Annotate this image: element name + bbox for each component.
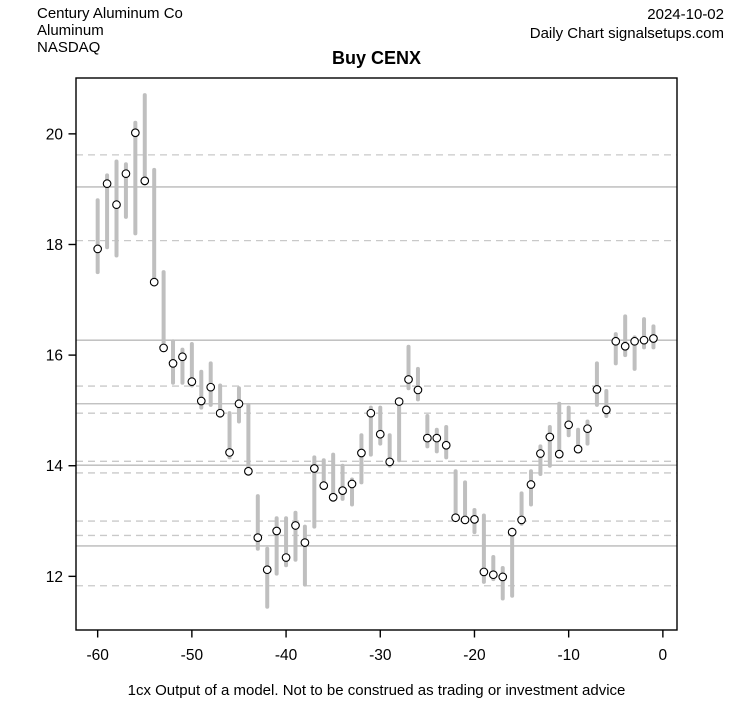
close-marker <box>347 479 357 489</box>
close-marker <box>149 277 159 287</box>
close-marker <box>253 533 263 542</box>
close-marker <box>159 343 168 353</box>
close-marker <box>460 515 470 525</box>
close-marker <box>187 377 197 387</box>
close-marker <box>168 359 178 368</box>
x-tick-label: -10 <box>557 647 580 664</box>
header-right: 2024-10-02 Daily Chart signalsetups.com <box>530 5 724 43</box>
close-marker <box>206 382 216 392</box>
close-marker <box>338 486 347 495</box>
y-tick-label: 20 <box>46 126 64 143</box>
close-marker <box>112 200 121 210</box>
plot-border <box>75 77 678 631</box>
close-marker <box>611 336 621 346</box>
close-marker <box>272 526 281 536</box>
chart-date: 2024-10-02 <box>647 6 724 23</box>
close-marker <box>498 572 508 582</box>
close-marker <box>517 515 526 525</box>
close-marker <box>536 449 545 458</box>
close-marker <box>573 444 583 454</box>
chart-title: Buy CENX <box>331 48 421 68</box>
close-marker <box>234 399 244 409</box>
x-tick-label: 0 <box>659 647 668 664</box>
y-tick-label: 16 <box>46 348 63 365</box>
close-marker <box>215 408 225 418</box>
close-marker <box>130 128 140 138</box>
close-marker <box>488 570 498 580</box>
instrument-name: Aluminum <box>37 22 104 39</box>
close-marker <box>262 565 272 575</box>
close-marker <box>93 244 103 254</box>
close-marker <box>225 448 234 457</box>
x-tick-label: -20 <box>463 647 486 664</box>
close-marker <box>470 515 479 524</box>
x-tick-label: -40 <box>275 647 298 664</box>
close-marker <box>639 335 649 345</box>
close-marker <box>432 433 442 443</box>
close-marker <box>309 464 319 473</box>
x-tick-label: -60 <box>86 647 109 664</box>
close-marker <box>404 375 413 384</box>
close-marker <box>328 492 338 502</box>
y-tick-label: 18 <box>46 237 63 254</box>
close-marker <box>385 457 395 467</box>
close-marker <box>507 527 517 537</box>
close-marker <box>300 538 310 547</box>
close-marker <box>620 341 630 351</box>
close-marker <box>564 420 574 430</box>
close-marker <box>413 385 423 395</box>
header-left: Century Aluminum Co Aluminum NASDAQ <box>37 5 183 56</box>
close-marker <box>394 397 404 406</box>
close-marker <box>196 396 206 406</box>
close-marker <box>102 179 112 188</box>
close-marker <box>423 433 432 443</box>
close-marker <box>178 352 187 362</box>
close-marker <box>375 429 385 439</box>
close-marker <box>357 448 366 458</box>
close-marker <box>366 408 376 418</box>
y-tick-label: 12 <box>46 569 63 586</box>
close-marker <box>451 513 460 523</box>
close-marker <box>554 449 564 459</box>
close-marker <box>244 466 253 476</box>
close-marker <box>526 480 536 489</box>
close-marker <box>583 424 592 434</box>
x-tick-label: -30 <box>369 647 392 664</box>
disclaimer-caption: 1cx Output of a model. Not to be constru… <box>127 682 626 699</box>
y-tick-label: 14 <box>46 458 64 475</box>
close-marker <box>545 432 555 442</box>
close-marker <box>140 176 150 186</box>
close-marker <box>441 440 451 450</box>
close-marker <box>281 553 291 562</box>
x-tick-label: -50 <box>181 647 204 664</box>
company-name: Century Aluminum Co <box>37 5 183 22</box>
close-marker <box>601 405 611 415</box>
close-marker <box>479 567 489 577</box>
exchange-name: NASDAQ <box>37 39 101 56</box>
close-marker <box>630 336 639 346</box>
close-marker <box>291 521 300 530</box>
chart-source: Daily Chart signalsetups.com <box>529 25 724 42</box>
close-marker <box>649 334 658 343</box>
close-marker <box>592 385 602 394</box>
close-marker <box>121 169 131 179</box>
close-marker <box>319 481 329 490</box>
